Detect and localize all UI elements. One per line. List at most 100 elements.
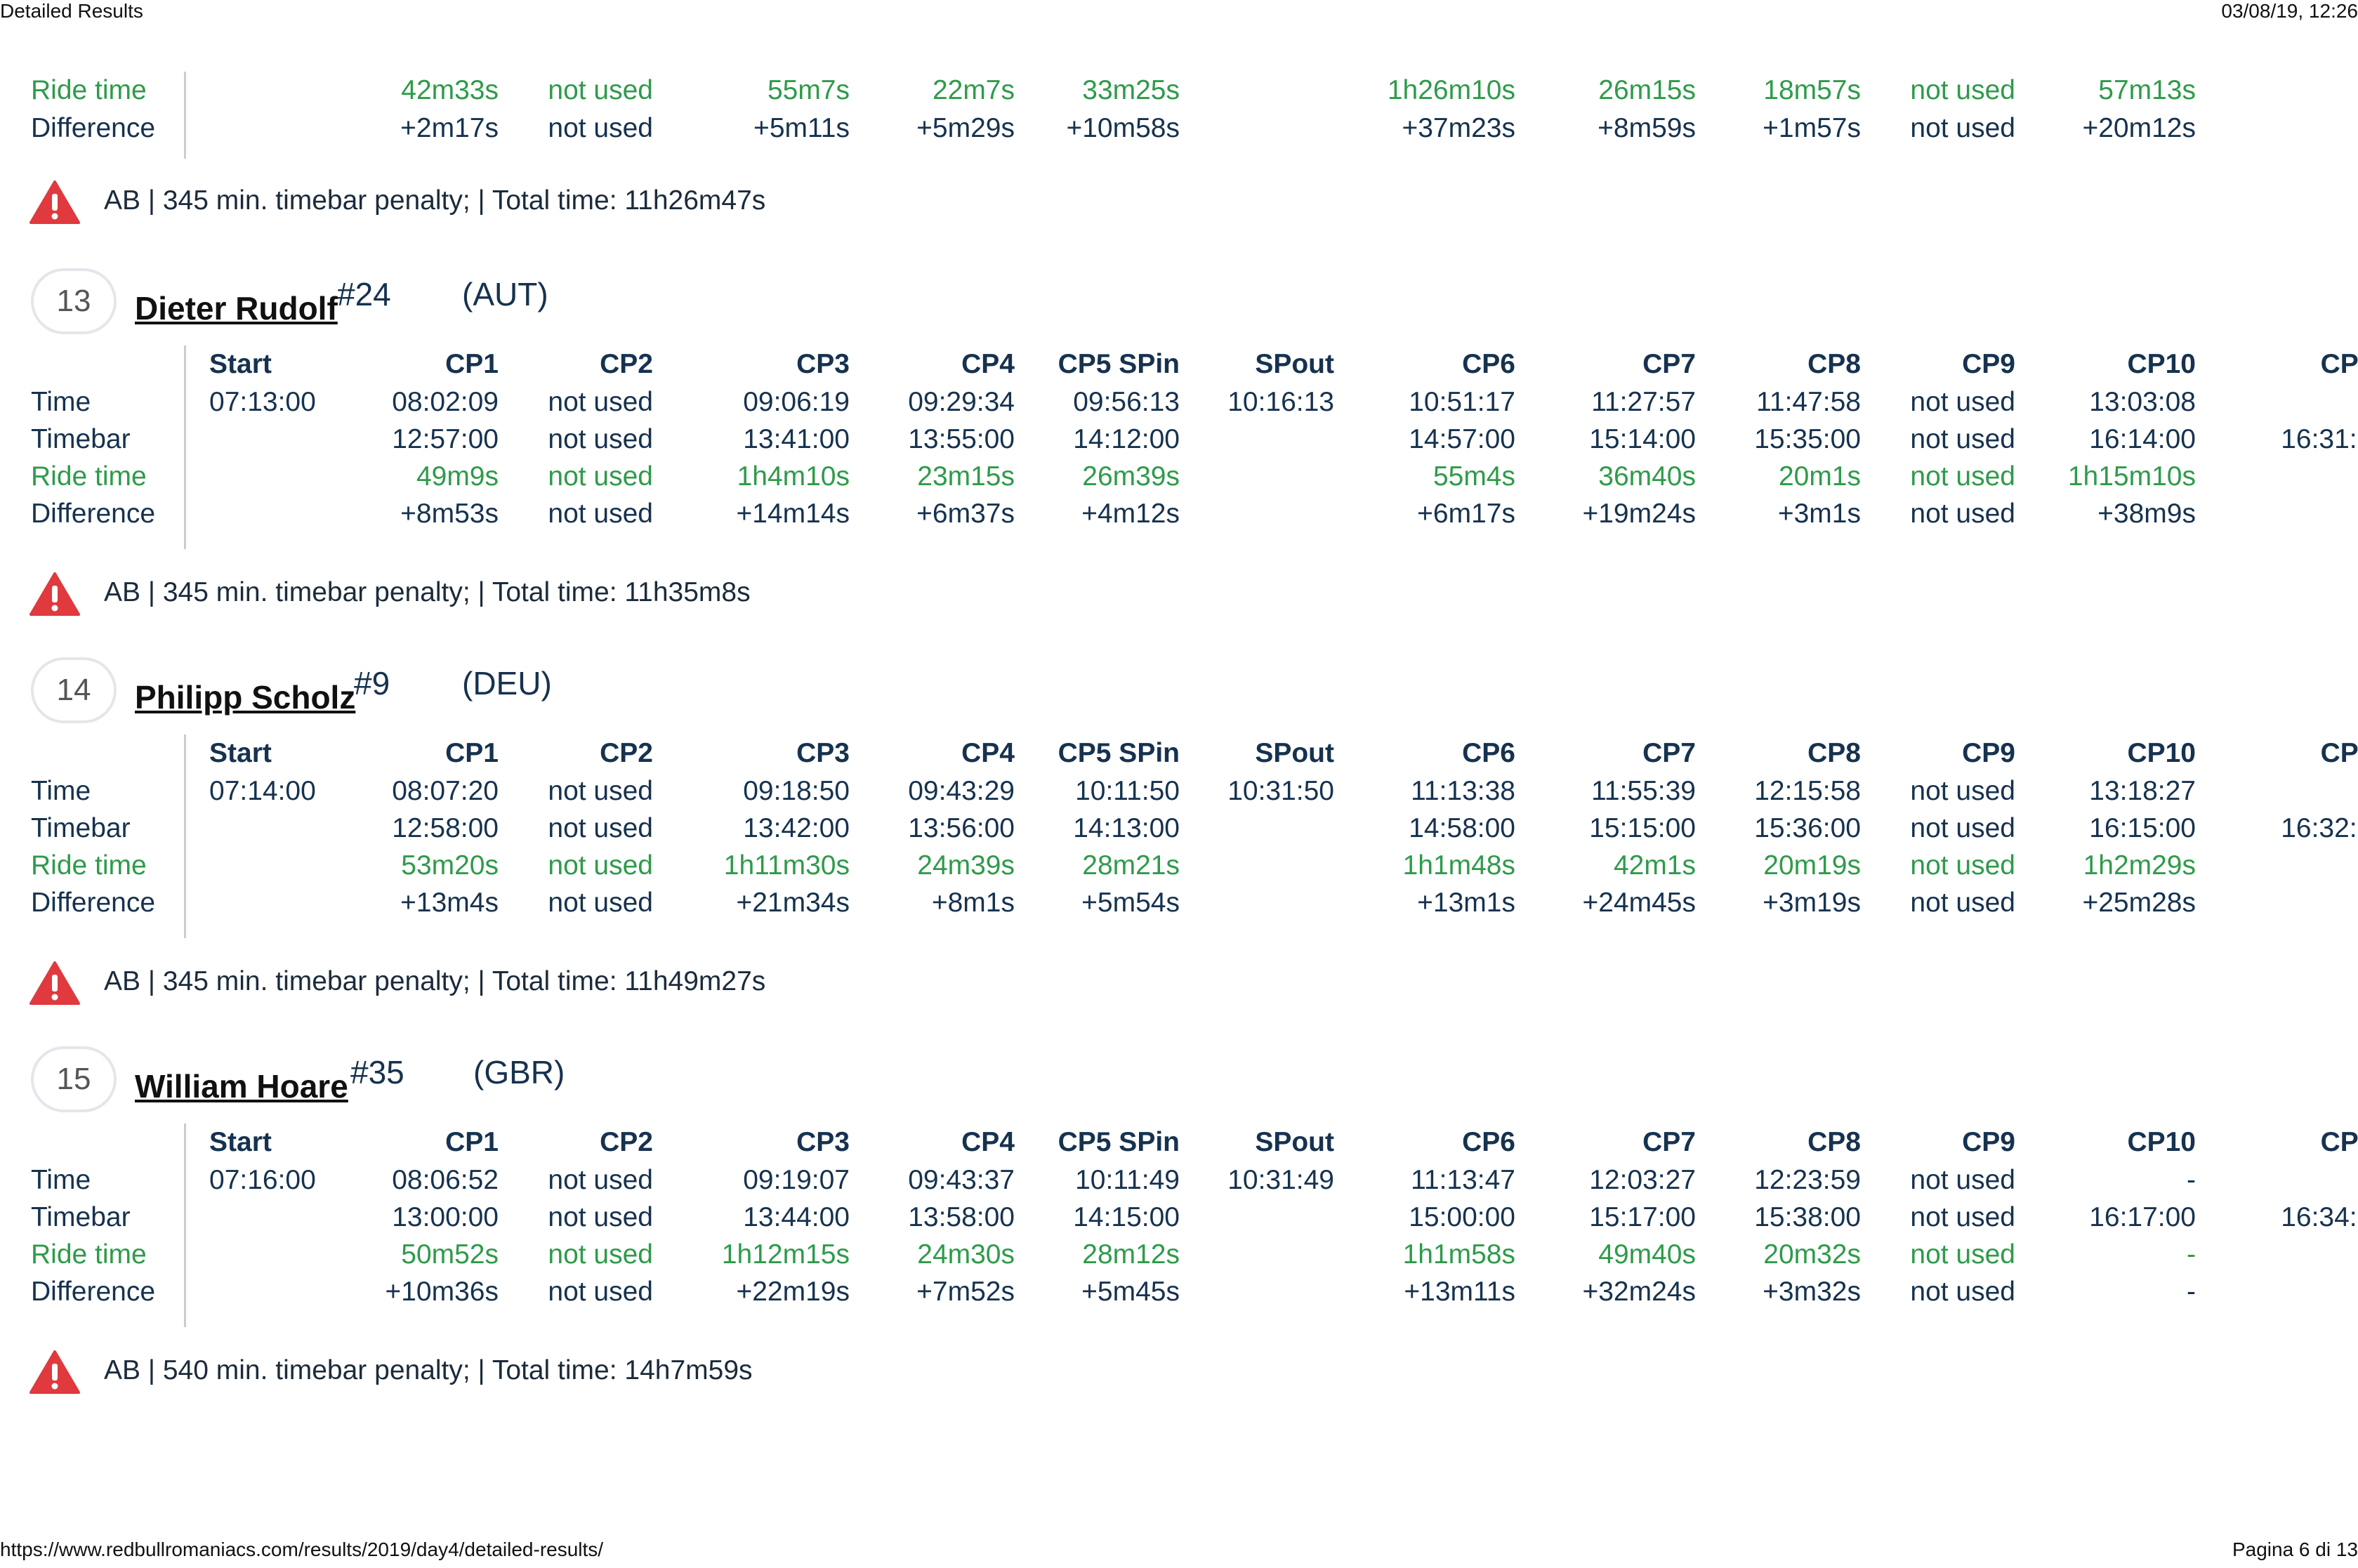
penalty-text: AB | 345 min. timebar penalty; | Total t… — [104, 577, 751, 607]
column-header-4: CP4 — [961, 738, 1015, 768]
column-header-11: CP10 — [2127, 349, 2196, 379]
penalty-warning: AB | 345 min. timebar penalty; | Total t… — [29, 180, 1013, 229]
cell-11: 1h2m29s — [2083, 850, 2196, 881]
cell-9: +3m19s — [1763, 888, 1861, 918]
column-header-10: CP9 — [1962, 738, 2015, 768]
cell-4: 24m39s — [917, 850, 1015, 881]
cell-1: 12:58:00 — [392, 813, 499, 843]
cell-7: 55m4s — [1432, 461, 1515, 492]
cell-10: not used — [1910, 888, 2015, 918]
cell-5: +10m58s — [1066, 113, 1180, 143]
cell-10: not used — [1910, 499, 2015, 529]
column-header-12: CP11 — [2320, 1127, 2358, 1157]
cell-9: 12:23:59 — [1754, 1165, 1861, 1195]
cell-5: 10:11:50 — [1075, 776, 1180, 806]
row-label: Ride time — [31, 1239, 147, 1270]
cell-4: 09:43:29 — [908, 776, 1015, 806]
cell-9: 15:38:00 — [1754, 1202, 1861, 1232]
rider-number: #35 — [350, 1054, 404, 1091]
cell-1: +2m17s — [400, 113, 499, 143]
rider-heading: 15 William Hoare #35 (GBR) — [31, 1046, 874, 1124]
cell-12: 16:34:00 — [2281, 1202, 2358, 1232]
cell-3: 09:19:07 — [743, 1165, 850, 1195]
cell-7: 15:00:00 — [1409, 1202, 1515, 1232]
cell-3: 13:42:00 — [743, 813, 850, 843]
cell-2: not used — [548, 776, 653, 806]
cell-8: +19m24s — [1582, 499, 1696, 529]
cell-3: 1h12m15s — [721, 1239, 850, 1270]
cell-1: +8m53s — [400, 499, 499, 529]
cell-5: 28m12s — [1082, 1239, 1180, 1270]
column-header-12: CP11 — [2320, 738, 2358, 768]
cell-5: 33m25s — [1082, 75, 1180, 105]
cell-5: 14:12:00 — [1073, 424, 1180, 454]
row-time: Time 07:16:00 08:06:52 not used 09:19:07 09:4… — [0, 1161, 2358, 1199]
rank-badge: 15 — [31, 1046, 117, 1112]
row-diff: Difference +10m36s not used +22m19s +7m52s +5… — [0, 1273, 2358, 1311]
page-header-datetime: 03/08/19, 12:26 — [2221, 0, 2358, 22]
cell-8: +8m59s — [1598, 113, 1696, 143]
penalty-warning: AB | 345 min. timebar penalty; | Total t… — [29, 572, 1013, 621]
column-header-2: CP2 — [600, 1127, 653, 1157]
rider-name-link[interactable]: Philipp Scholz — [135, 679, 356, 716]
cell-12: 16:31:00 — [2281, 424, 2358, 454]
cell-3: 1h11m30s — [723, 850, 850, 881]
column-header-7: CP6 — [1462, 1127, 1515, 1157]
column-header-8: CP7 — [1642, 1127, 1696, 1157]
column-header-3: CP3 — [796, 349, 850, 379]
penalty-text: AB | 345 min. timebar penalty; | Total t… — [104, 185, 766, 216]
table-divider — [184, 345, 186, 549]
cell-4: 23m15s — [917, 461, 1015, 492]
cell-3: 1h4m10s — [737, 461, 850, 492]
row-label: Difference — [31, 113, 156, 143]
cell-5: +5m45s — [1081, 1277, 1180, 1307]
table-divider — [184, 734, 186, 938]
rider-number: #9 — [354, 665, 390, 701]
cell-8: 15:17:00 — [1589, 1202, 1696, 1232]
cell-10: not used — [1910, 813, 2015, 843]
cell-10: not used — [1910, 113, 2015, 143]
column-header-6: SPout — [1255, 738, 1334, 768]
column-header-11: CP10 — [2127, 1127, 2196, 1157]
cell-3: +22m19s — [736, 1277, 850, 1307]
rider-name-link[interactable]: William Hoare — [135, 1068, 348, 1105]
cell-4: 09:43:37 — [908, 1165, 1015, 1195]
cell-6: 10:31:50 — [1227, 776, 1334, 806]
rider-country: (AUT) — [462, 276, 548, 312]
cell-3: +5m11s — [753, 113, 850, 143]
cell-8: 15:15:00 — [1589, 813, 1696, 843]
cell-4: 13:58:00 — [908, 1202, 1015, 1232]
cell-1: 12:57:00 — [392, 424, 499, 454]
warning-icon — [29, 1350, 80, 1394]
cell-8: +32m24s — [1582, 1277, 1696, 1307]
cell-6: 10:16:13 — [1227, 387, 1334, 417]
column-header-4: CP4 — [961, 349, 1015, 379]
cell-2: not used — [548, 75, 653, 105]
cell-1: 08:07:20 — [392, 776, 499, 806]
rider-name-link[interactable]: Dieter Rudolf — [135, 290, 338, 327]
column-header-0: Start — [209, 738, 272, 768]
cell-11: - — [2187, 1277, 2196, 1307]
row-ride: Ride time 50m52s not used 1h12m15s 24m30s 28m… — [0, 1236, 2358, 1274]
cell-2: not used — [548, 1239, 653, 1270]
cell-3: +21m34s — [736, 888, 850, 918]
column-header-7: CP6 — [1462, 349, 1515, 379]
cell-3: 09:06:19 — [743, 387, 850, 417]
cell-10: not used — [1910, 850, 2015, 881]
column-header-5: CP5 SPin — [1058, 349, 1180, 379]
page-footer-url[interactable]: https://www.redbullromaniacs.com/results… — [0, 1539, 604, 1560]
row-ride-time: Ride time 42m33s not used 55m7s 22m7s 33m25s 1… — [0, 72, 2358, 110]
column-header-1: CP1 — [445, 738, 499, 768]
cell-4: 24m30s — [917, 1239, 1015, 1270]
cell-2: not used — [548, 850, 653, 881]
cell-1: +10m36s — [385, 1277, 499, 1307]
row-diff: Difference +13m4s not used +21m34s +8m1s +5m5… — [0, 884, 2358, 922]
row-label: Time — [31, 1165, 91, 1195]
cell-2: not used — [548, 387, 653, 417]
cell-9: +1m57s — [1763, 113, 1861, 143]
cell-7: 11:13:47 — [1411, 1165, 1515, 1195]
cell-9: 11:47:58 — [1756, 387, 1861, 417]
column-header-11: CP10 — [2127, 738, 2196, 768]
row-label: Timebar — [31, 1202, 131, 1232]
row-label: Ride time — [31, 461, 147, 492]
